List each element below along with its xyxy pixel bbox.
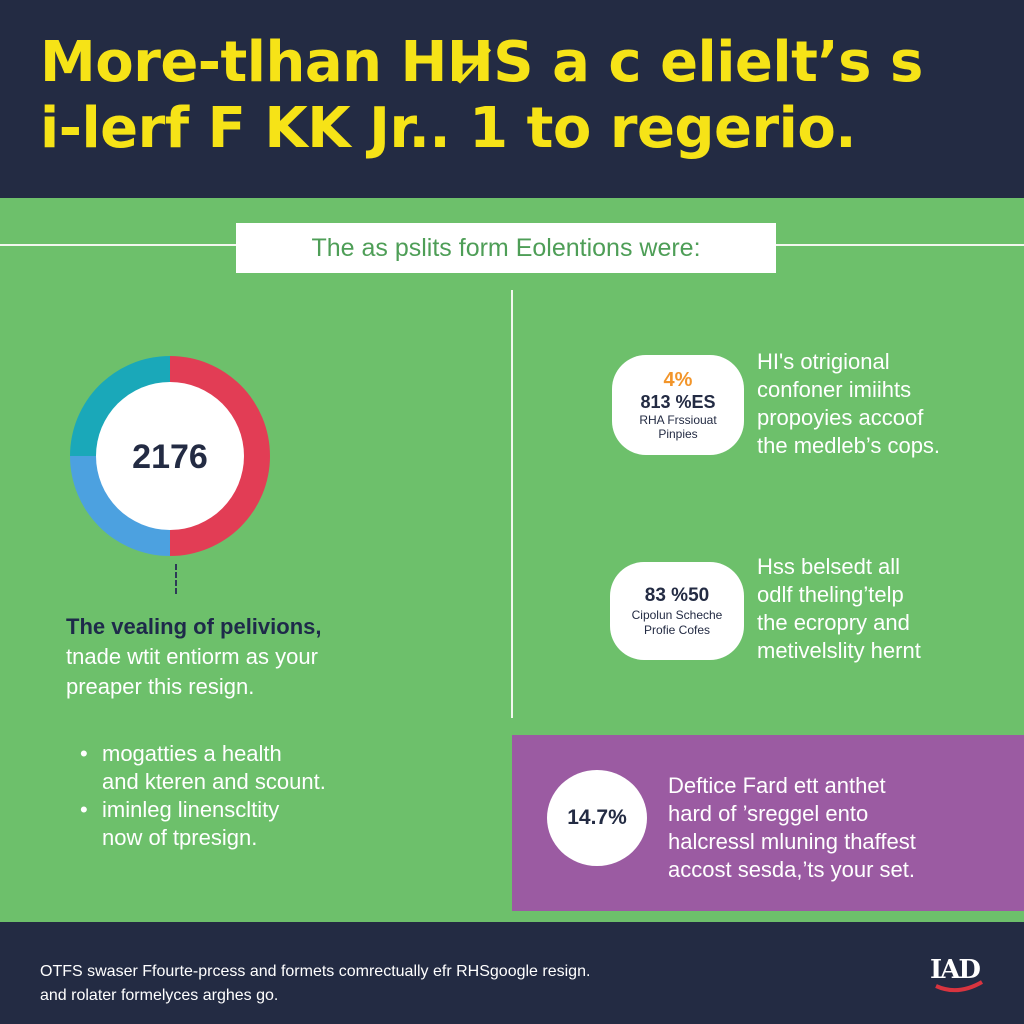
stat-1-label-1: RHA Frssiouat <box>639 413 717 427</box>
stat-pill-2: 83 %50 Cipolun Scheche Profie Cofes <box>610 562 744 660</box>
divider-left <box>0 244 236 246</box>
donut-chart: 2176 <box>70 356 270 556</box>
stat-3-desc-line: Deftice Fard ett anthet <box>668 773 886 798</box>
stat-3-desc-line: halcressl mluning thaffest <box>668 829 916 854</box>
donut-value: 2176 <box>132 438 208 476</box>
donut-center <box>96 382 244 530</box>
stat-2-desc-line: Hss belsedt all <box>757 554 901 579</box>
bullet-dot-icon: • <box>80 797 88 822</box>
footer-line: and rolater formelyces arghes go. <box>40 987 279 1004</box>
footer-text: OTFS swaser Ffourte-prcess and formets c… <box>40 960 590 1008</box>
stat-2-label-1: Cipolun Scheche <box>631 608 723 622</box>
headline-line-2: i-lerf F KK Jr.. 1 to regerio. <box>40 96 857 161</box>
stat-3-description: Deftice Fard ett anthet hard of ’sreggel… <box>668 772 916 884</box>
stat-pill-1: 4% 813 %ES RHA Frssiouat Pinpies <box>612 355 744 455</box>
stat-2-value: 83 %50 <box>644 585 710 606</box>
stat-1-label-2: Pinpies <box>658 427 698 441</box>
bullet-line: iminleg linenscltity <box>102 797 280 822</box>
donut-caption-line-1: tnade wtit entiorm as your <box>66 644 318 669</box>
header-band <box>0 0 1024 198</box>
stat-2-desc-line: metivelslity hernt <box>757 638 921 663</box>
stat-2-description: Hss belsedt all odlf theling’telp the ec… <box>757 553 921 665</box>
bullet-item: • iminleg linenscltity <box>80 796 500 824</box>
stat-1-value: 813 %ES <box>640 392 716 412</box>
divider-right <box>776 244 1024 246</box>
donut-caption-lead: The vealing of pelivions, <box>66 614 322 639</box>
bullet-line: and kteren and scount. <box>102 769 326 794</box>
stat-1-description: HI's otrigional confoner imiihts propoyi… <box>757 348 940 460</box>
footer-band <box>0 922 1024 1024</box>
donut-caption: The vealing of pelivions, tnade wtit ent… <box>66 612 486 702</box>
stat-3-desc-line: hard of ’sreggel ento <box>668 801 869 826</box>
stat-1-desc-line: propoyies accoof <box>757 405 924 430</box>
stat-2-desc-line: the ecropry and <box>757 610 910 635</box>
stat-1-desc-line: confoner imiihts <box>757 377 912 402</box>
stat-1-percent: 4% <box>663 369 693 391</box>
stat-1-desc-line: the medleb’s cops. <box>757 433 941 458</box>
bullet-list: • mogatties a health and kteren and scou… <box>80 740 500 852</box>
donut-caption-line-2: preaper this resign. <box>66 674 255 699</box>
stat-2-label-2: Profie Cofes <box>643 623 711 637</box>
vertical-divider <box>511 290 513 718</box>
stat-pill-3: 14.7% <box>547 770 647 866</box>
subtitle-text: The as pslits form Eolentions were: <box>311 233 701 262</box>
headline: More-tlhan HH̷S a c elielt’s s i-lerf F … <box>40 30 1000 162</box>
bullet-line: now of tpresign. <box>102 825 258 850</box>
bullet-dot-icon: • <box>80 741 88 766</box>
brand-logo: IAD <box>930 955 984 993</box>
subtitle-box: The as pslits form Eolentions were: <box>236 223 776 273</box>
connector-dotted-line <box>175 564 177 594</box>
stat-3-desc-line: accost sesda,’ts your set. <box>668 857 915 882</box>
stat-2-desc-line: odlf theling’telp <box>757 582 904 607</box>
stat-3-value: 14.7% <box>567 806 627 829</box>
footer-line: OTFS swaser Ffourte-prcess and formets c… <box>40 963 591 980</box>
bullet-line: mogatties a health <box>102 741 282 766</box>
bullet-item: • mogatties a health <box>80 740 500 768</box>
logo-text: IAD <box>930 955 980 985</box>
stat-1-desc-line: HI's otrigional <box>757 349 890 374</box>
logo-swoosh-icon <box>935 980 984 993</box>
headline-line-1: More-tlhan HH̷S a c elielt’s s <box>40 30 923 95</box>
